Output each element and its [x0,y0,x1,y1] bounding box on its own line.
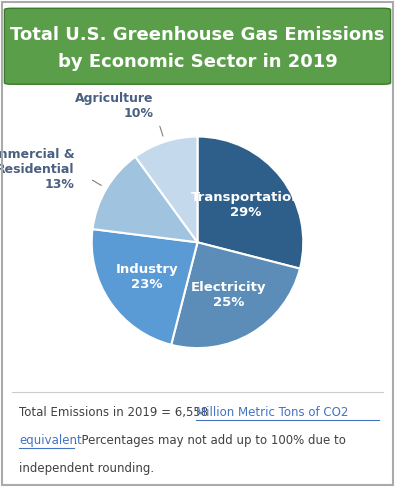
Text: Transportation
29%: Transportation 29% [191,191,301,219]
Text: equivalent: equivalent [19,434,82,447]
Text: Agriculture
10%: Agriculture 10% [75,93,153,120]
Text: independent rounding.: independent rounding. [19,462,154,475]
FancyBboxPatch shape [4,8,391,84]
Wedge shape [135,136,198,243]
Text: Commercial &
Residential
13%: Commercial & Residential 13% [0,148,75,191]
Text: Total Emissions in 2019 = 6,558: Total Emissions in 2019 = 6,558 [19,406,212,419]
Text: . Percentages may not add up to 100% due to: . Percentages may not add up to 100% due… [74,434,346,447]
Text: Industry
23%: Industry 23% [115,263,178,291]
Text: Million Metric Tons of CO2: Million Metric Tons of CO2 [196,406,348,419]
Text: by Economic Sector in 2019: by Economic Sector in 2019 [58,54,337,71]
Wedge shape [92,229,198,345]
Wedge shape [198,136,303,269]
Wedge shape [171,243,300,348]
Text: Electricity
25%: Electricity 25% [191,281,267,309]
Wedge shape [92,157,198,243]
Text: Total U.S. Greenhouse Gas Emissions: Total U.S. Greenhouse Gas Emissions [10,26,385,44]
